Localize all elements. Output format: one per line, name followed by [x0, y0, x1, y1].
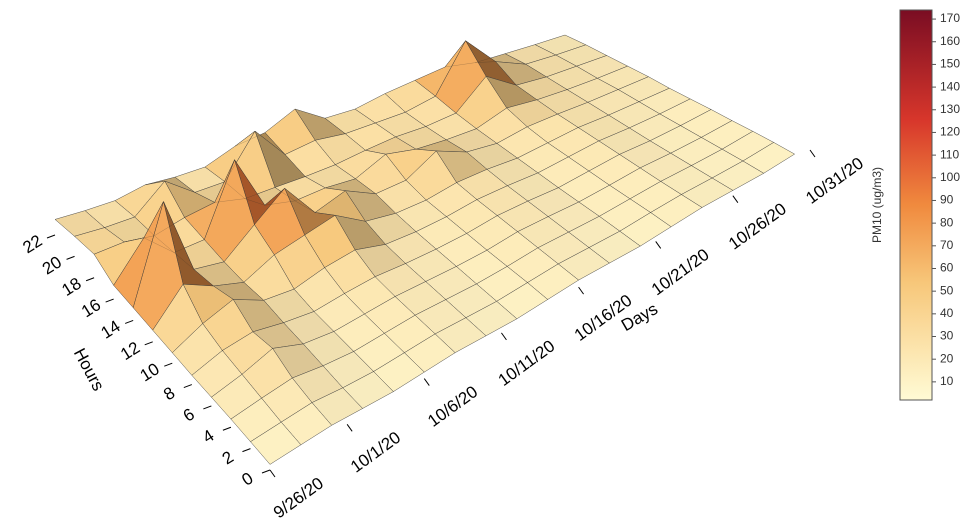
- x-tick-label: 10/6/20: [424, 382, 481, 431]
- y-tick: [144, 341, 153, 346]
- y-tick: [183, 384, 192, 389]
- mesh-column: [564, 34, 795, 155]
- colorbar-tick-label: 20: [940, 351, 954, 365]
- y-tick-label: 12: [117, 338, 143, 364]
- mesh-column: [504, 53, 733, 191]
- x-tick: [346, 423, 353, 432]
- mesh-column: [114, 200, 332, 426]
- y-tick: [164, 362, 173, 367]
- y-axis-label: Hours: [70, 345, 108, 394]
- y-tick-label: 16: [78, 295, 104, 321]
- colorbar-tick-label: 110: [940, 147, 959, 161]
- x-tick-label: 10/21/20: [648, 245, 713, 299]
- mesh-row: [74, 40, 586, 237]
- mesh-column: [84, 201, 301, 445]
- colorbar-tick-label: 70: [940, 238, 954, 252]
- colorbar-tick-label: 120: [940, 125, 960, 139]
- colorbar-tick-label: 150: [940, 57, 960, 71]
- x-tick: [423, 378, 430, 386]
- y-tick: [203, 405, 212, 410]
- mesh-row: [211, 120, 733, 398]
- mesh-row: [250, 142, 774, 442]
- y-tick-label: 4: [199, 426, 217, 447]
- y-tick-label: 0: [238, 469, 256, 490]
- colorbar: [899, 9, 933, 401]
- mesh-column: [324, 118, 548, 300]
- x-tick-label: 9/26/20: [270, 473, 327, 518]
- y-tick: [222, 426, 232, 431]
- mesh-column: [294, 108, 517, 319]
- colorbar-tick-label: 40: [940, 306, 954, 320]
- mesh-column: [54, 219, 271, 465]
- x-tick: [655, 241, 662, 249]
- mesh-row: [152, 88, 670, 331]
- y-tick: [125, 319, 134, 324]
- mesh-column: [174, 159, 394, 392]
- y-tick: [46, 234, 56, 239]
- colorbar-tick-label: 160: [940, 34, 960, 48]
- y-tick-label: 20: [39, 252, 65, 278]
- x-tick-label: 10/11/20: [495, 336, 559, 390]
- mesh-row: [230, 131, 753, 420]
- y-tick: [85, 277, 95, 282]
- y-tick-label: 8: [160, 383, 178, 404]
- colorbar-tick-label: 80: [940, 215, 954, 229]
- x-tick: [578, 286, 584, 295]
- mesh-column: [264, 132, 487, 336]
- mesh-column: [474, 61, 703, 208]
- mesh-column: [144, 180, 363, 409]
- y-tick-label: 14: [98, 317, 124, 343]
- y-tick: [105, 298, 114, 303]
- x-tick: [501, 332, 507, 341]
- mesh-row: [133, 76, 649, 308]
- mesh-column: [444, 40, 672, 227]
- y-tick-label: 18: [58, 274, 84, 300]
- colorbar-tick-label: 140: [940, 79, 960, 93]
- colorbar-tick-label: 60: [940, 261, 954, 275]
- mesh-column: [354, 108, 579, 281]
- colorbar-tick-label: 50: [940, 283, 954, 297]
- colorbar-tick-label: 90: [940, 193, 954, 207]
- surface: [54, 34, 796, 465]
- mesh-row: [269, 153, 795, 465]
- x-tick: [732, 195, 739, 204]
- mesh-column: [414, 80, 641, 247]
- mesh-column: [204, 166, 425, 373]
- colorbar-tick-label: 30: [940, 329, 954, 343]
- colorbar-label: PM10 (ug/m3): [870, 167, 884, 243]
- mesh-row: [54, 34, 566, 220]
- colorbar-tick-label: 130: [940, 102, 960, 116]
- x-tick: [809, 149, 816, 158]
- mesh-row: [113, 65, 628, 286]
- y-tick: [66, 255, 75, 260]
- colorbar-tick-label: 10: [940, 374, 954, 388]
- x-tick: [269, 469, 276, 478]
- x-tick-label: 10/1/20: [347, 428, 404, 477]
- y-tick-label: 2: [219, 447, 237, 468]
- mesh-row: [94, 55, 607, 255]
- mesh-column: [534, 44, 764, 174]
- colorbar-tick-label: 170: [940, 11, 960, 25]
- x-tick-label: 10/26/20: [725, 199, 790, 253]
- y-tick: [261, 469, 271, 474]
- y-tick-label: 22: [19, 231, 45, 257]
- y-tick-label: 10: [137, 359, 163, 385]
- mesh-row: [191, 109, 712, 376]
- y-tick-label: 6: [180, 404, 198, 425]
- mesh-column: [384, 93, 610, 264]
- y-tick: [242, 448, 251, 453]
- mesh-row: [172, 98, 691, 353]
- mesh-column: [234, 130, 456, 353]
- x-tick-label: 10/31/20: [802, 153, 867, 207]
- colorbar-tick-label: 100: [940, 170, 960, 184]
